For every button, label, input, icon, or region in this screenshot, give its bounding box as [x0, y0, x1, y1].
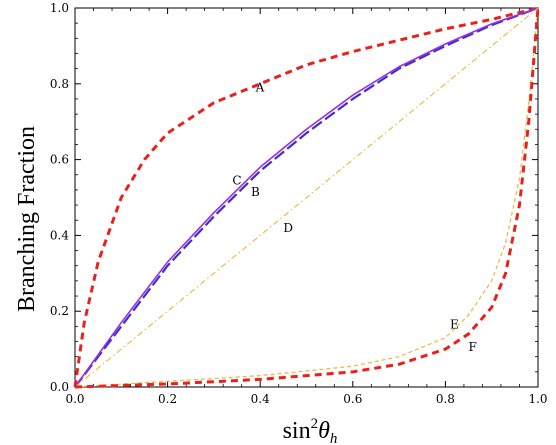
- x-tick-label: 0.6: [343, 392, 362, 406]
- x-axis-title-theta: θ: [318, 418, 330, 444]
- x-axis-title-sub: h: [330, 431, 338, 445]
- series-line-b: [74, 6, 539, 388]
- x-tick-label: 0.0: [65, 392, 84, 406]
- curve-label-b: B: [251, 185, 260, 199]
- series-line-a: [73, 6, 539, 388]
- series-lines: [73, 6, 540, 389]
- curve-label-c: C: [232, 173, 241, 187]
- y-tick-label: 0.8: [50, 77, 69, 91]
- curve-label-e: E: [450, 317, 459, 331]
- x-axis-title-sup: 2: [311, 416, 319, 432]
- x-tick-label: 0.2: [158, 392, 177, 406]
- series-line-f: [74, 7, 540, 389]
- series-line-c: [74, 7, 539, 388]
- curve-label-a: A: [255, 81, 265, 95]
- y-axis-title: Branching Fraction: [14, 126, 40, 312]
- curve-label-d: D: [283, 221, 293, 235]
- x-tick-label: 0.4: [251, 392, 270, 406]
- x-axis-title-base: sin: [283, 418, 311, 444]
- y-tick-label: 0.6: [50, 153, 69, 167]
- x-tick-label: 1.0: [528, 392, 547, 406]
- plot-frame: [74, 7, 539, 388]
- plot-area: 0.0 0.2 0.4 0.6 0.8 1.0 0.0 0.2 0.4 0.6 0.8 1.0 A CB…: [50, 1, 548, 406]
- y-tick-label: 0.2: [50, 304, 69, 318]
- y-tick-label: 0.0: [50, 380, 69, 394]
- y-tick-label: 0.4: [50, 228, 69, 242]
- x-tick-label: 0.8: [436, 392, 455, 406]
- curve-label-f: F: [469, 340, 477, 354]
- tick-labels: 0.0 0.2 0.4 0.6 0.8 1.0 0.0 0.2 0.4 0.6 0.8 1.0: [50, 1, 548, 406]
- y-tick-label: 1.0: [50, 1, 69, 15]
- curve-labels: A CB D EF: [232, 81, 476, 355]
- x-axis-title: sin2θh: [283, 416, 338, 445]
- series-line-d: [74, 7, 539, 388]
- series-line-e: [74, 7, 539, 388]
